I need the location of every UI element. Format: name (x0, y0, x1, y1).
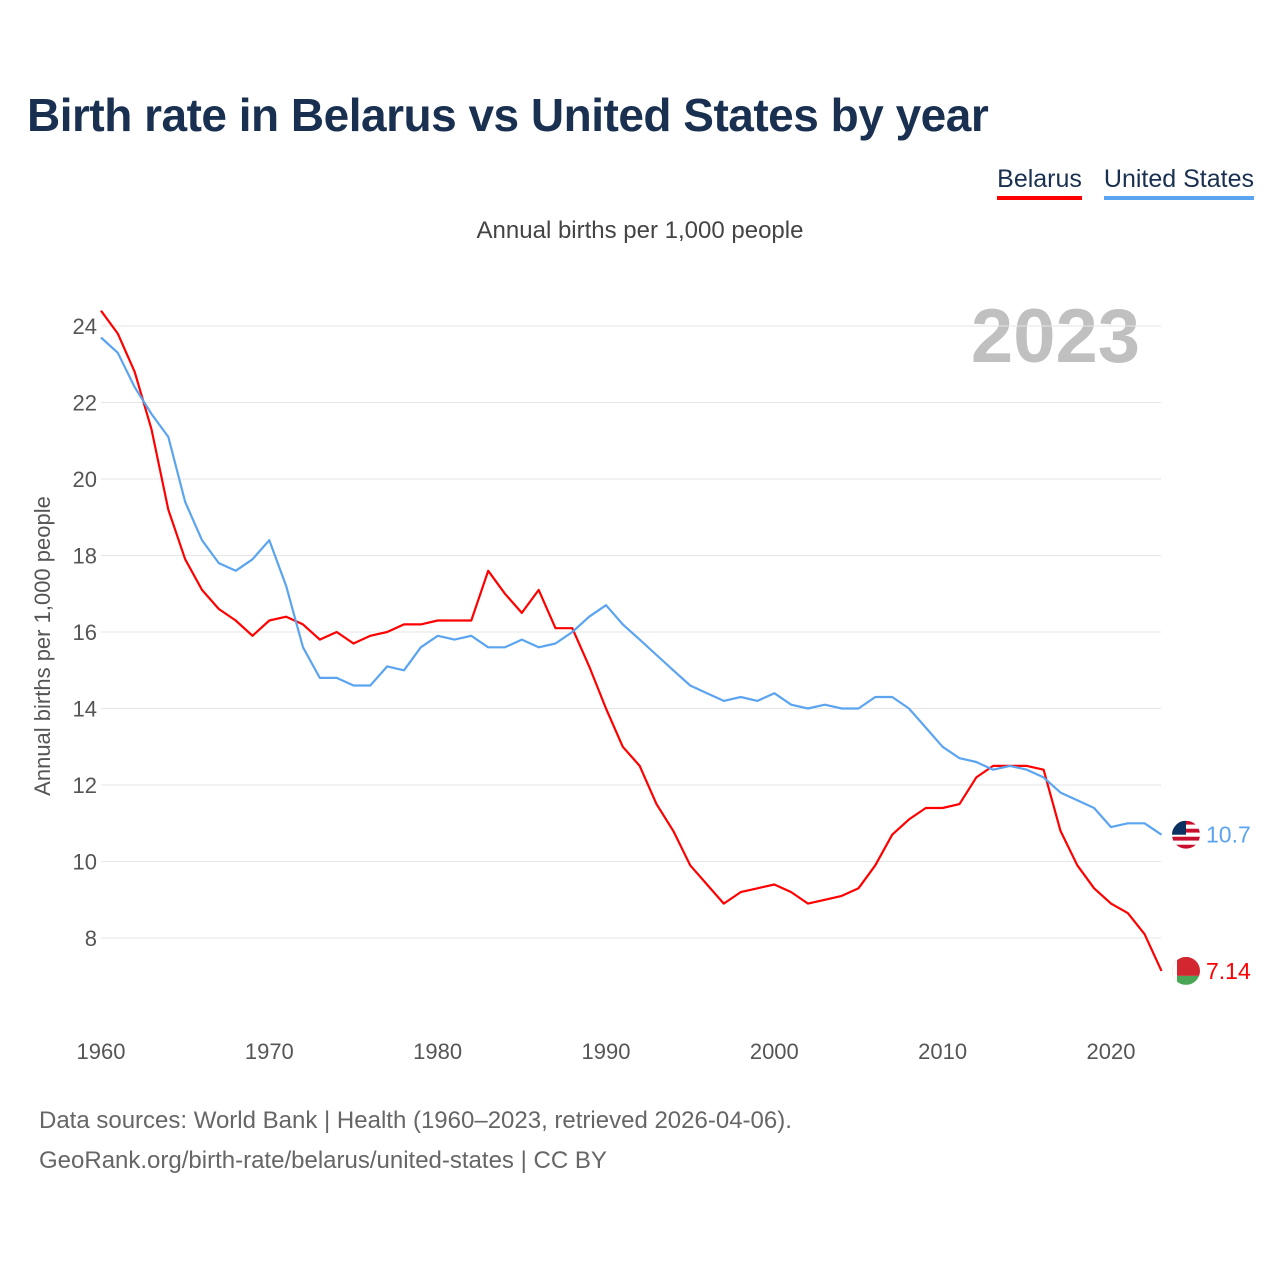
y-axis-label: Annual births per 1,000 people (30, 496, 55, 796)
y-tick-label: 20 (73, 467, 97, 492)
source-text: Data sources: World Bank | Health (1960–… (39, 1107, 792, 1134)
y-tick-label: 10 (73, 850, 97, 875)
us-flag-icon (1172, 820, 1200, 849)
x-tick-label: 2000 (750, 1039, 799, 1064)
year-watermark: 2023 (971, 294, 1140, 379)
series-line-united-states (100, 336, 1163, 836)
end-value-label: 7.14 (1206, 958, 1251, 984)
source-url[interactable]: GeoRank.org/birth-rate/belarus/united-st… (39, 1147, 607, 1174)
y-tick-label: 24 (73, 314, 97, 339)
legend: Belarus United States (997, 165, 1254, 200)
end-value-label: 10.7 (1206, 822, 1251, 848)
x-tick-label: 1960 (77, 1039, 126, 1064)
belarus-flag-icon (1172, 956, 1200, 985)
legend-united-states[interactable]: United States (1103, 165, 1254, 200)
x-tick-label: 2020 (1087, 1039, 1136, 1064)
x-tick-label: 1990 (582, 1039, 631, 1064)
y-tick-label: 16 (73, 620, 97, 645)
x-tick-label: 2010 (918, 1039, 967, 1064)
y-tick-label: 12 (73, 773, 97, 798)
y-tick-label: 8 (85, 926, 97, 951)
chart-title: Birth rate in Belarus vs United States b… (27, 89, 989, 141)
x-tick-label: 1980 (413, 1039, 462, 1064)
x-tick-label: 1970 (245, 1039, 294, 1064)
series-line-belarus (100, 310, 1163, 972)
chart-subtitle: Annual births per 1,000 people (476, 217, 804, 244)
legend-belarus[interactable]: Belarus (997, 165, 1082, 200)
y-tick-label: 22 (73, 391, 97, 416)
y-tick-label: 14 (73, 697, 97, 722)
y-tick-label: 18 (73, 544, 97, 569)
